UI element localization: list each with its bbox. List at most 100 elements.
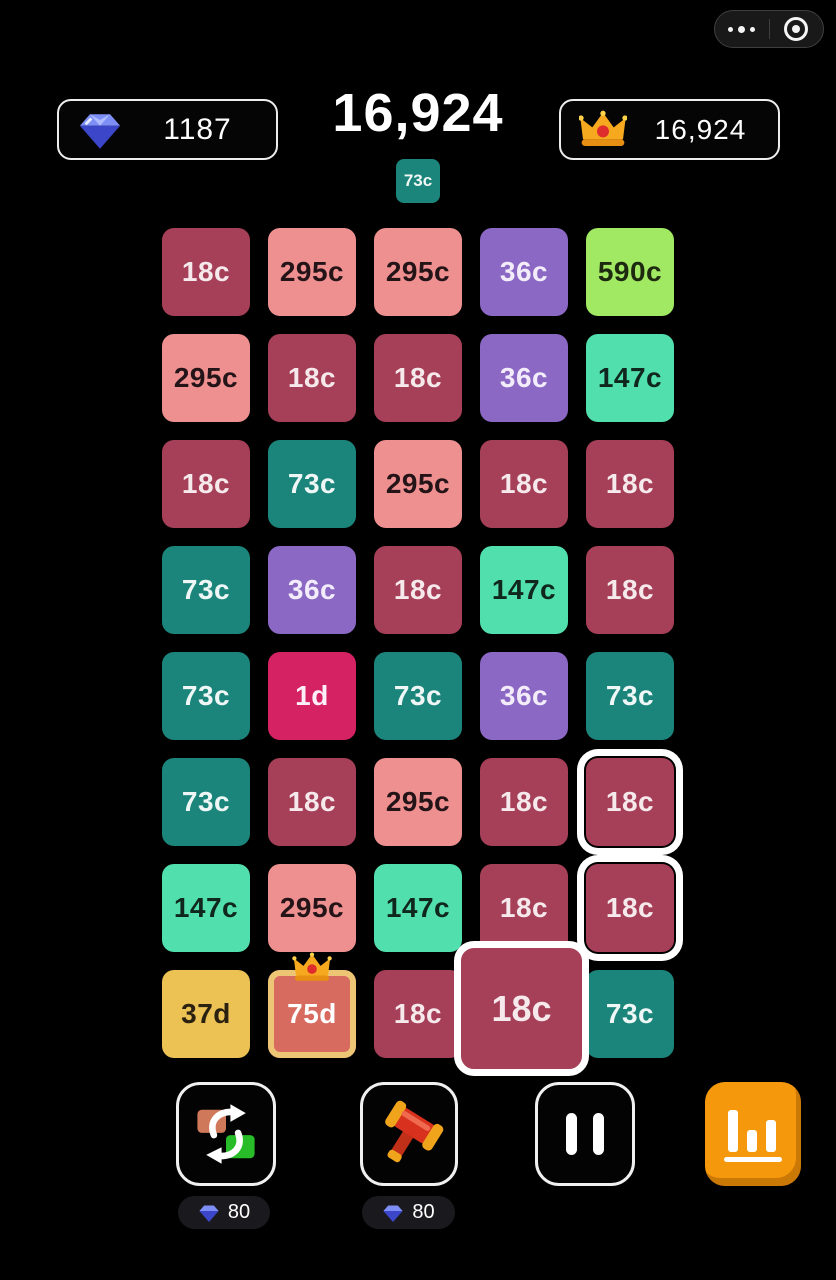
tile-147c[interactable]: 147c: [162, 864, 250, 952]
tile-295c[interactable]: 295c: [162, 334, 250, 422]
tile-label: 18c: [287, 786, 337, 817]
tile-label: 73c: [181, 786, 231, 817]
tile-73c[interactable]: 73c: [586, 970, 674, 1058]
tile-18c[interactable]: 18c: [480, 440, 568, 528]
tile-73c[interactable]: 73c: [374, 652, 462, 740]
tile-label: 147c: [385, 892, 451, 923]
tile-73c[interactable]: 73c: [162, 652, 250, 740]
tile-label: 18c: [393, 998, 443, 1029]
tile-295c[interactable]: 295c: [268, 228, 356, 316]
tile-18c[interactable]: 18c: [480, 758, 568, 846]
tile-label: 295c: [173, 362, 239, 393]
tile-label: 37d: [181, 998, 231, 1029]
tile-label: 75d: [287, 998, 337, 1029]
menu-button[interactable]: [715, 11, 769, 47]
tile-label: 36c: [287, 574, 337, 605]
tile-18c[interactable]: 18c: [586, 546, 674, 634]
more-dots-icon: [728, 25, 756, 33]
tile-36c[interactable]: 36c: [268, 546, 356, 634]
tile-18c[interactable]: 18c: [374, 970, 462, 1058]
tile-label: 18c: [499, 892, 549, 923]
tile-18c[interactable]: 18c: [374, 334, 462, 422]
tile-147c[interactable]: 147c: [480, 546, 568, 634]
tile-label: 36c: [499, 680, 549, 711]
tile-295c[interactable]: 295c: [374, 228, 462, 316]
exit-button[interactable]: [770, 11, 824, 47]
tile-36c[interactable]: 36c: [480, 652, 568, 740]
best-score-value: 16,924: [654, 113, 747, 145]
tile-36c[interactable]: 36c: [480, 228, 568, 316]
tile-18c[interactable]: 18c: [268, 334, 356, 422]
tile-37d[interactable]: 37d: [162, 970, 250, 1058]
tile-75d[interactable]: 75d: [268, 952, 356, 1058]
tile-label: 73c: [181, 680, 231, 711]
dragged-tile[interactable]: 18c: [454, 941, 589, 1076]
gems-counter[interactable]: 1187: [57, 99, 278, 160]
tile-18c[interactable]: 18c: [586, 440, 674, 528]
tile-label: 147c: [597, 362, 663, 393]
tile-label: 18c: [499, 786, 549, 817]
tile-label: 73c: [181, 574, 231, 605]
tile-295c[interactable]: 295c: [374, 758, 462, 846]
tile-18c[interactable]: 18c: [586, 864, 674, 952]
gems-value: 1187: [163, 112, 232, 146]
tile-label: 1d: [295, 680, 329, 711]
tile-147c[interactable]: 147c: [374, 864, 462, 952]
tile-73c[interactable]: 73c: [162, 758, 250, 846]
tile-label: 18c: [491, 987, 552, 1029]
tile-label: 36c: [499, 256, 549, 287]
swap-cost-value: 80: [227, 1201, 251, 1223]
tile-18c[interactable]: 18c: [162, 440, 250, 528]
hammer-tool-button[interactable]: [360, 1082, 458, 1186]
swap-tiles-icon: [193, 1101, 259, 1167]
tile-label: 73c: [287, 468, 337, 499]
hammer-icon: [374, 1099, 444, 1169]
tile-label: 18c: [393, 574, 443, 605]
tile-label: 36c: [499, 362, 549, 393]
best-score: 16,924: [559, 99, 780, 160]
tile-label: 18c: [181, 468, 231, 499]
tile-label: 295c: [385, 468, 451, 499]
tile-label: 18c: [605, 892, 655, 923]
tile-label: 18c: [499, 468, 549, 499]
bar-chart-icon: [724, 1106, 782, 1162]
pause-icon: [566, 1113, 604, 1155]
tile-73c[interactable]: 73c: [586, 652, 674, 740]
tile-label: 18c: [605, 574, 655, 605]
stats-button[interactable]: [705, 1082, 801, 1186]
tile-18c[interactable]: 18c: [162, 228, 250, 316]
tile-73c[interactable]: 73c: [162, 546, 250, 634]
tile-295c[interactable]: 295c: [374, 440, 462, 528]
tile-18c[interactable]: 18c: [268, 758, 356, 846]
swap-tool-button[interactable]: [176, 1082, 276, 1186]
gem-icon: [382, 1202, 404, 1224]
tile-label: 147c: [173, 892, 239, 923]
tile-1d[interactable]: 1d: [268, 652, 356, 740]
tile-label: 295c: [279, 892, 345, 923]
tile-590c[interactable]: 590c: [586, 228, 674, 316]
tile-label: 295c: [385, 786, 451, 817]
tile-18c[interactable]: 18c: [374, 546, 462, 634]
hammer-cost-value: 80: [412, 1201, 435, 1223]
pause-button[interactable]: [535, 1082, 635, 1186]
tile-73c[interactable]: 73c: [268, 440, 356, 528]
tile-18c[interactable]: 18c: [480, 864, 568, 952]
tile-147c[interactable]: 147c: [586, 334, 674, 422]
tile-label: 73c: [605, 998, 655, 1029]
tile-label: 147c: [491, 574, 557, 605]
tile-295c[interactable]: 295c: [268, 864, 356, 952]
crown-icon: [579, 110, 627, 150]
gem-icon: [198, 1202, 220, 1224]
miniprogram-capsule: [714, 10, 824, 48]
record-circle-icon: [784, 17, 809, 41]
tile-label: 18c: [181, 256, 231, 287]
gem-icon: [77, 107, 123, 153]
tile-18c[interactable]: 18c: [586, 758, 674, 846]
tile-label: 295c: [385, 256, 451, 287]
tile-label: 73c: [605, 680, 655, 711]
tile-label: 18c: [605, 468, 655, 499]
tile-36c[interactable]: 36c: [480, 334, 568, 422]
score-value: 16,924: [332, 83, 504, 143]
next-tile-badge: 73c: [396, 159, 440, 203]
